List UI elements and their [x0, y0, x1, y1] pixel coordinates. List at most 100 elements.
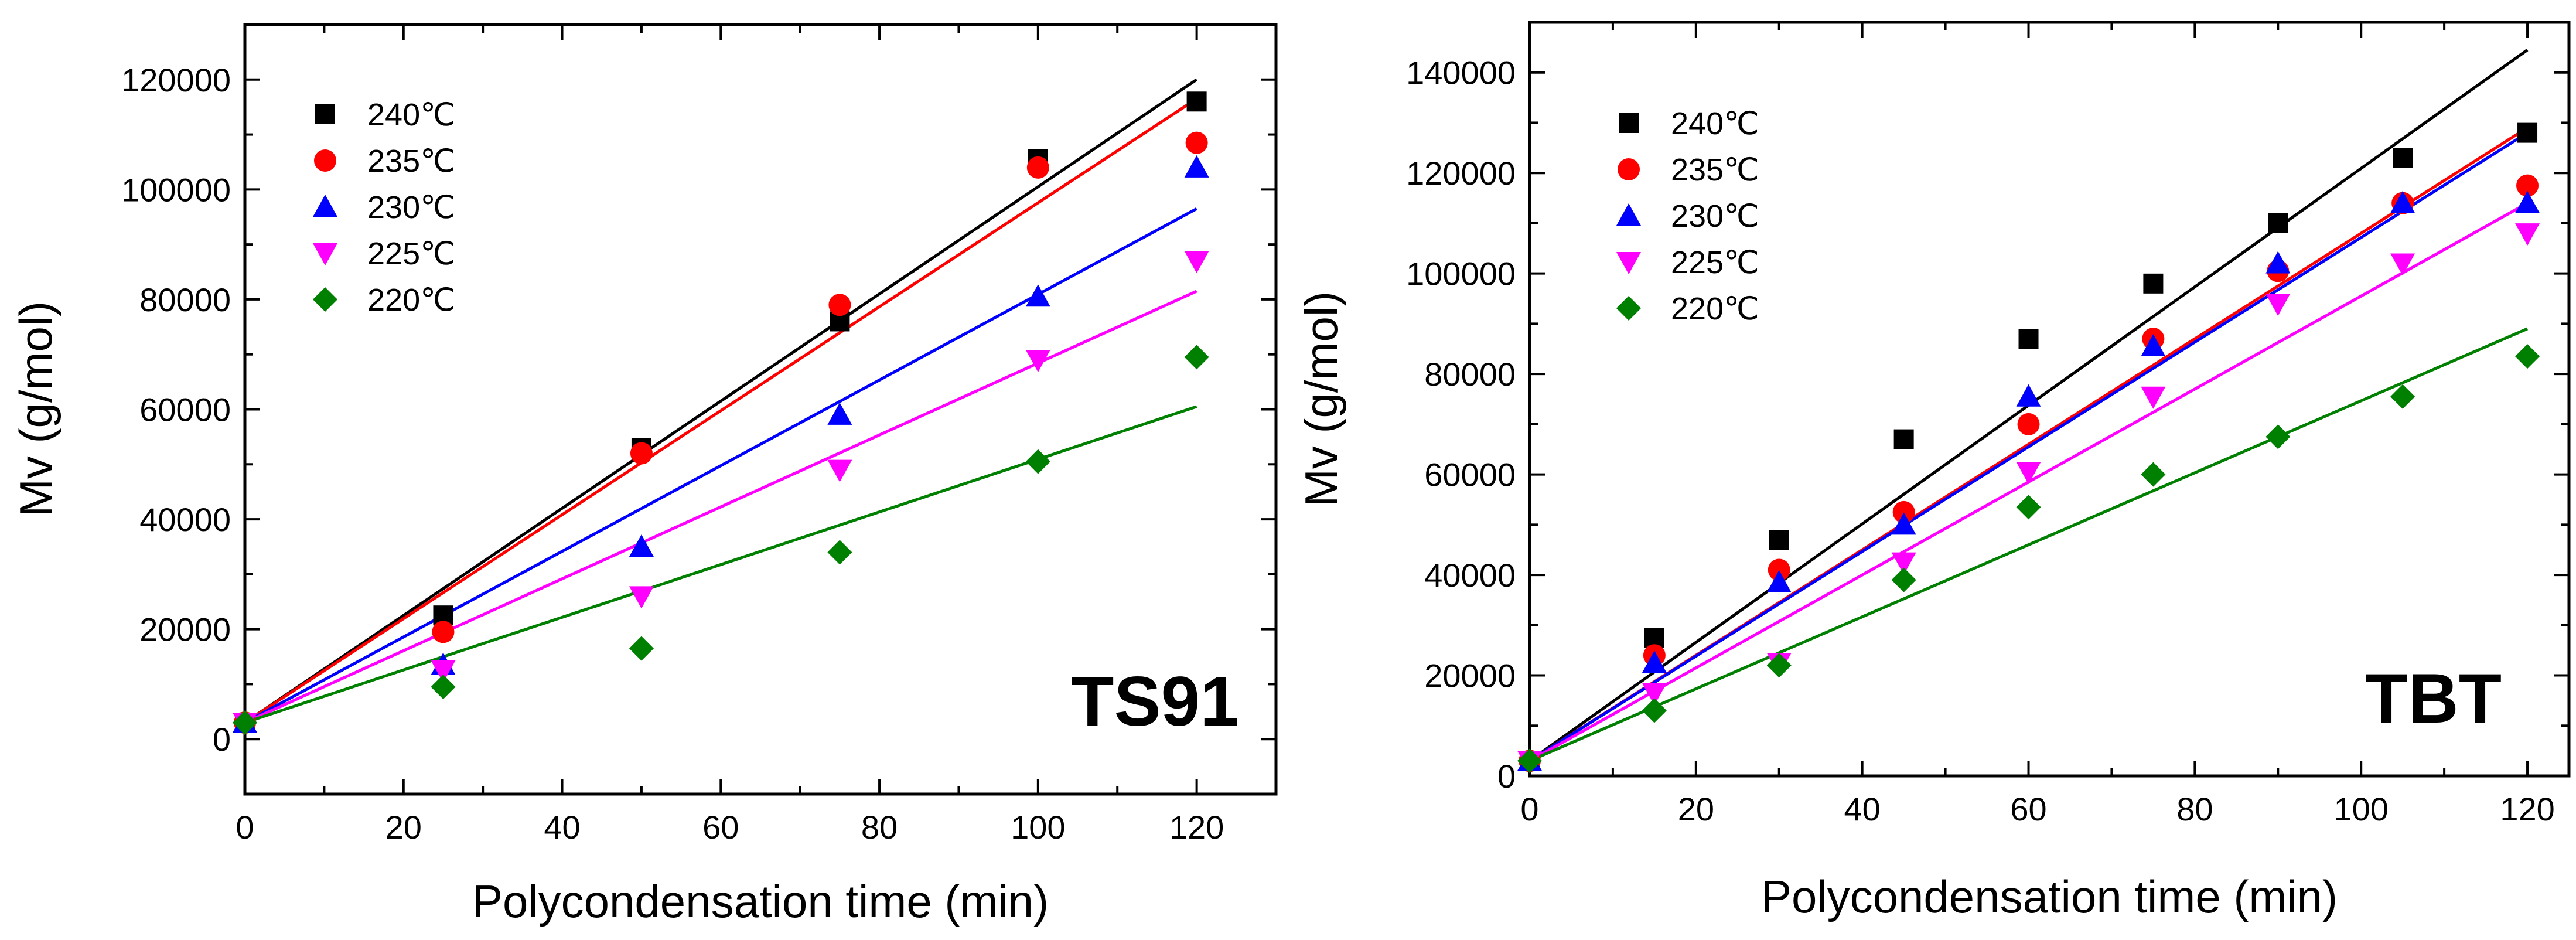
data-point	[1185, 131, 1208, 154]
x-tick-label: 120	[1169, 809, 1224, 846]
plot-frame	[1528, 21, 2571, 778]
legend-label: 240℃	[1671, 106, 1759, 141]
data-point	[2390, 384, 2415, 409]
x-tick-label: 0	[1520, 791, 1538, 827]
x-tick-label: 60	[2010, 791, 2046, 827]
legend: 240℃ 235℃ 230℃ 225℃ 220℃	[313, 97, 456, 318]
x-tick-label: 40	[544, 809, 580, 846]
data-point	[1025, 449, 1050, 474]
data-point	[1184, 155, 1209, 178]
y-tick-label: 0	[1497, 758, 1516, 795]
data-point	[1186, 91, 1207, 112]
data-point	[1891, 512, 1916, 535]
x-tick-label: 60	[702, 809, 739, 846]
data-point	[1642, 650, 1667, 673]
legend-label: 225℃	[367, 236, 456, 271]
data-point	[1766, 653, 1792, 678]
y-axis-title: Mv (g/mol)	[1295, 291, 1347, 507]
data-point	[2515, 190, 2540, 213]
y-tick-label: 80000	[139, 281, 231, 318]
data-point	[1642, 698, 1667, 723]
legend-label: 220℃	[1671, 291, 1759, 326]
data-point	[630, 442, 653, 465]
y-tick-label: 40000	[139, 501, 231, 538]
data-point	[2515, 344, 2540, 369]
data-point	[2141, 386, 2166, 409]
y-tick-label: 80000	[1424, 356, 1516, 393]
data-point	[432, 621, 455, 643]
data-point	[629, 534, 654, 557]
data-point	[2517, 122, 2538, 143]
y-tick-label: 60000	[1424, 457, 1516, 493]
legend-label: 235℃	[367, 144, 456, 179]
legend-label: 230℃	[367, 190, 456, 225]
data-point	[827, 402, 852, 425]
x-tick-label: 80	[861, 809, 898, 846]
y-tick-label: 100000	[1406, 256, 1516, 292]
data-point	[2390, 190, 2415, 213]
data-point	[2390, 253, 2415, 276]
chart-panel-tbt: 0 20 40 60 80 100 120 0 20000 40000 60000 80000 1000…	[1295, 21, 2571, 922]
x-tick-label: 20	[1678, 791, 1714, 827]
fit-line-230c	[1528, 131, 2529, 762]
x-tick-label: 100	[2333, 791, 2388, 827]
data-point	[629, 636, 654, 661]
legend-marker	[1616, 203, 1641, 226]
y-tick-label: 20000	[139, 611, 231, 648]
data-point	[2141, 333, 2166, 356]
data-point	[1891, 567, 1916, 592]
data-point	[2016, 462, 2041, 485]
legend-marker	[313, 195, 337, 217]
data-point	[1184, 251, 1209, 274]
axis-ticks: 0 20 40 60 80 100 120 0 20000 40000 60000 80000 1000…	[121, 25, 1276, 846]
data-point	[2265, 251, 2291, 274]
legend-label: 220℃	[367, 282, 456, 318]
data-point	[1642, 683, 1667, 706]
data-point	[2141, 462, 2166, 487]
data-markers	[1517, 122, 2540, 774]
data-point	[1892, 500, 1915, 523]
data-point	[2268, 213, 2288, 233]
x-axis-title: Polycondensation time (min)	[1761, 871, 2338, 922]
y-tick-label: 0	[213, 721, 231, 758]
legend-marker	[1618, 158, 1640, 180]
data-point	[2515, 223, 2540, 246]
data-point	[2017, 413, 2040, 435]
legend-marker	[1619, 113, 1639, 133]
data-point	[2016, 384, 2041, 407]
y-tick-label: 120000	[1406, 155, 1516, 192]
data-markers	[233, 91, 1209, 735]
data-point	[1766, 570, 1792, 592]
data-point	[2143, 273, 2164, 294]
x-tick-label: 100	[1011, 809, 1065, 846]
x-tick-label: 20	[385, 809, 422, 846]
y-tick-label: 140000	[1406, 55, 1516, 91]
x-tick-label: 120	[2500, 791, 2554, 827]
panel-label: TBT	[2365, 659, 2502, 738]
data-point	[431, 660, 456, 683]
legend-marker	[314, 149, 336, 172]
data-point	[827, 459, 852, 482]
data-point	[629, 586, 654, 609]
data-point	[2018, 329, 2039, 349]
data-point	[1026, 156, 1049, 179]
data-point	[827, 540, 852, 565]
data-point	[1769, 530, 1789, 550]
y-tick-label: 100000	[121, 171, 231, 208]
fit-line-220c	[1529, 327, 2529, 762]
x-axis-title: Polycondensation time (min)	[472, 876, 1049, 927]
data-point	[1768, 558, 1790, 581]
data-point	[2516, 174, 2539, 197]
x-tick-label: 0	[236, 809, 254, 846]
axis-ticks: 0 20 40 60 80 100 120 0 20000 40000 60000 80000 1000…	[1406, 22, 2569, 827]
data-point	[2265, 294, 2291, 316]
fit-line-220c	[244, 405, 1197, 724]
y-axis-title: Mv (g/mol)	[10, 301, 62, 517]
legend: 240℃ 235℃ 230℃ 225℃ 220℃	[1616, 106, 1759, 326]
y-tick-label: 20000	[1424, 658, 1516, 694]
data-point	[828, 294, 851, 316]
data-point	[2016, 495, 2041, 520]
legend-label: 230℃	[1671, 199, 1759, 234]
legend-marker	[1616, 296, 1641, 321]
